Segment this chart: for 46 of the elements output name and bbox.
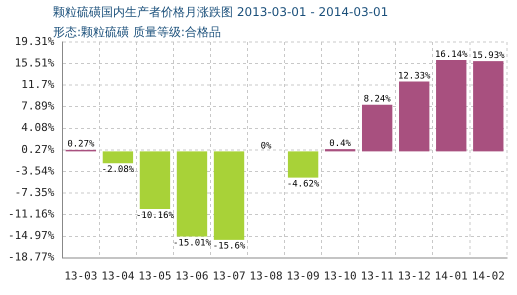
y-tick-label: 15.51%: [14, 56, 55, 70]
y-tick-label: 4.08%: [21, 121, 55, 134]
bar: [436, 60, 466, 152]
data-label: 0.27%: [67, 140, 96, 150]
chart-title: 颗粒硫磺国内生产者价格月涨跌图 2013-03-01 - 2014-03-01: [53, 4, 388, 21]
data-label: 0%: [260, 141, 272, 152]
bar: [102, 151, 134, 164]
data-label: 12.33%: [398, 71, 432, 82]
bar: [362, 104, 392, 152]
x-tick-label: 14-02: [472, 269, 505, 282]
x-tick-label: 13-06: [175, 269, 209, 282]
data-label: -15.6%: [212, 242, 246, 252]
data-label: 15.93%: [472, 51, 506, 61]
data-label: -15.01%: [173, 238, 212, 248]
bar: [473, 61, 504, 152]
x-tick-label: 14-01: [434, 269, 468, 282]
data-label: -2.08%: [102, 165, 135, 176]
y-tick-label: 19.31%: [14, 34, 55, 48]
y-tick-label: -11.16%: [8, 208, 55, 221]
y-tick-label: 11.7%: [21, 78, 55, 91]
x-tick-label: 13-08: [249, 269, 283, 282]
x-tick-label: 13-10: [324, 269, 357, 282]
y-tick-label: -14.97%: [8, 229, 55, 242]
data-label: 8.24%: [364, 94, 392, 105]
x-tick-label: 13-11: [360, 269, 394, 282]
x-tick-label: 13-12: [398, 269, 431, 282]
x-tick-label: 13-05: [138, 269, 172, 282]
data-label: 16.14%: [434, 50, 468, 60]
chart-subtitle: 形态:颗粒硫磺 质量等级:合格品: [53, 24, 221, 39]
x-tick-label: 13-07: [212, 269, 246, 282]
x-tick-label: 13-03: [64, 269, 98, 282]
data-label: 0.4%: [329, 139, 352, 150]
x-tick-label: 13-04: [101, 269, 135, 282]
bar: [399, 82, 430, 152]
y-tick-label: -3.54%: [14, 164, 55, 178]
bar: [214, 151, 244, 240]
bar: [176, 151, 208, 236]
y-tick-label: 7.89%: [21, 100, 55, 113]
data-label: -4.62%: [286, 179, 320, 190]
data-label: -10.16%: [136, 210, 174, 221]
y-tick-label: 0.27%: [21, 142, 55, 156]
y-tick-label: -18.77%: [8, 250, 55, 264]
y-tick-label: -7.35%: [14, 186, 55, 199]
bar: [288, 151, 318, 178]
x-tick-label: 13-09: [286, 269, 320, 282]
bar: [140, 151, 170, 210]
